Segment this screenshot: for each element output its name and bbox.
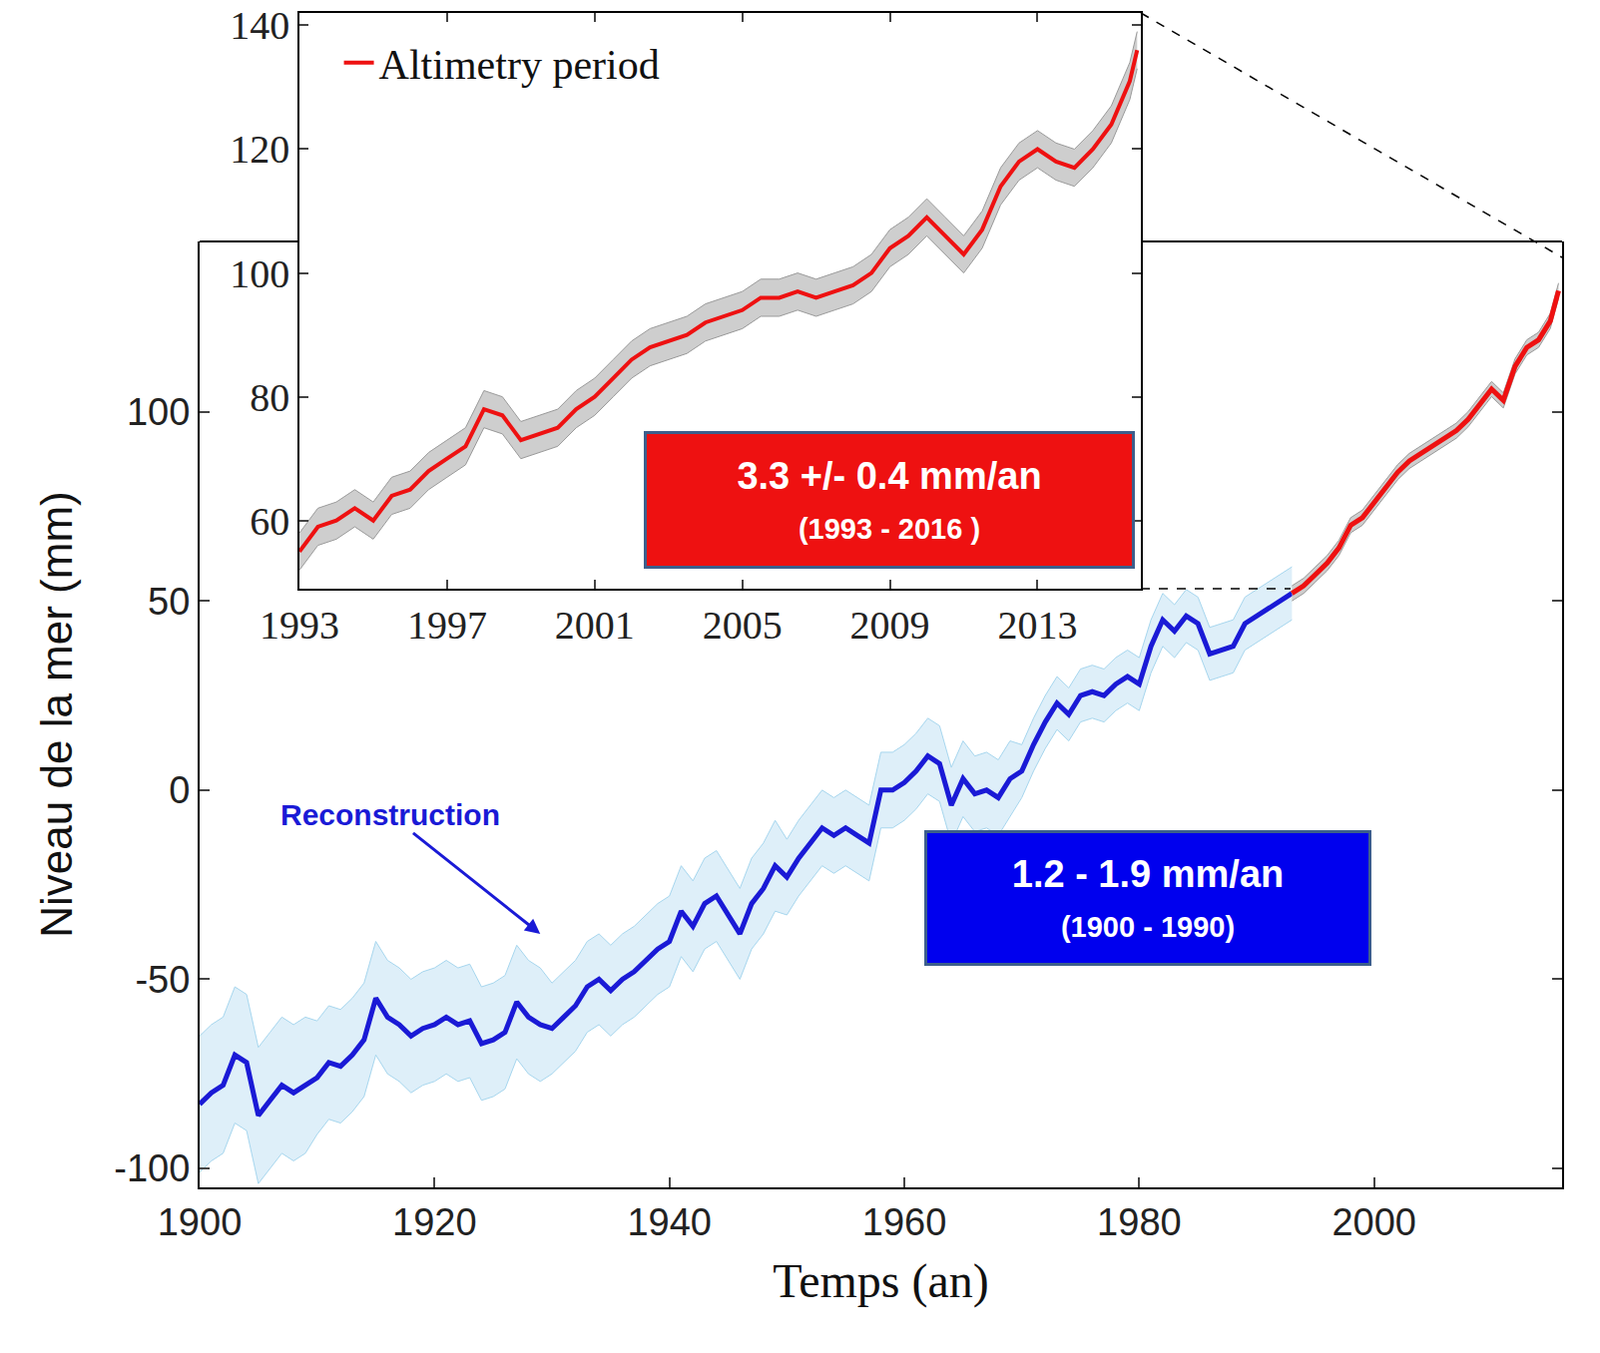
svg-text:1980: 1980 [1096, 1201, 1182, 1244]
svg-text:1940: 1940 [626, 1201, 712, 1244]
svg-text:2013: 2013 [997, 602, 1077, 648]
svg-text:80: 80 [249, 375, 290, 421]
svg-text:100: 100 [229, 251, 290, 297]
svg-text:1.2 - 1.9 mm/an(1900 - 1990): 1.2 - 1.9 mm/an(1900 - 1990) [1012, 853, 1284, 943]
svg-text:Reconstruction: Reconstruction [280, 798, 501, 832]
svg-text:1900: 1900 [157, 1201, 243, 1244]
svg-text:60: 60 [249, 499, 290, 544]
svg-text:50: 50 [147, 580, 190, 623]
svg-text:3.3 +/- 0.4 mm/an(1993 - 2016: 3.3 +/- 0.4 mm/an(1993 - 2016 ) [736, 455, 1042, 544]
svg-text:1920: 1920 [392, 1201, 478, 1244]
svg-text:-100: -100 [113, 1147, 190, 1190]
svg-text:2000: 2000 [1331, 1201, 1417, 1244]
svg-text:1997: 1997 [407, 602, 488, 648]
svg-text:-50: -50 [134, 959, 190, 1002]
svg-text:100: 100 [126, 391, 190, 434]
svg-text:1993: 1993 [259, 602, 340, 648]
svg-text:0: 0 [168, 769, 190, 812]
svg-text:Temps (an): Temps (an) [772, 1254, 990, 1309]
svg-text:2005: 2005 [702, 602, 783, 648]
svg-text:Niveau de la mer (mm): Niveau de la mer (mm) [31, 491, 81, 938]
svg-text:120: 120 [229, 126, 290, 172]
svg-text:Altimetry period: Altimetry period [379, 41, 660, 88]
svg-text:2001: 2001 [554, 602, 635, 648]
svg-text:2009: 2009 [850, 602, 931, 648]
svg-text:1960: 1960 [862, 1201, 948, 1244]
svg-text:140: 140 [229, 2, 290, 48]
